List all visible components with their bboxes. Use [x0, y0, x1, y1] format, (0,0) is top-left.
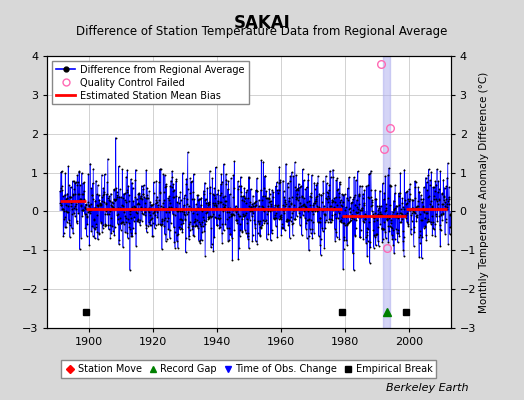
Legend: Station Move, Record Gap, Time of Obs. Change, Empirical Break: Station Move, Record Gap, Time of Obs. C…: [61, 360, 436, 378]
Text: Berkeley Earth: Berkeley Earth: [387, 383, 469, 393]
Text: SAKAI: SAKAI: [234, 14, 290, 32]
Bar: [384, 56, 390, 328]
Text: Difference of Station Temperature Data from Regional Average: Difference of Station Temperature Data f…: [77, 25, 447, 38]
Y-axis label: Monthly Temperature Anomaly Difference (°C): Monthly Temperature Anomaly Difference (…: [479, 71, 489, 313]
